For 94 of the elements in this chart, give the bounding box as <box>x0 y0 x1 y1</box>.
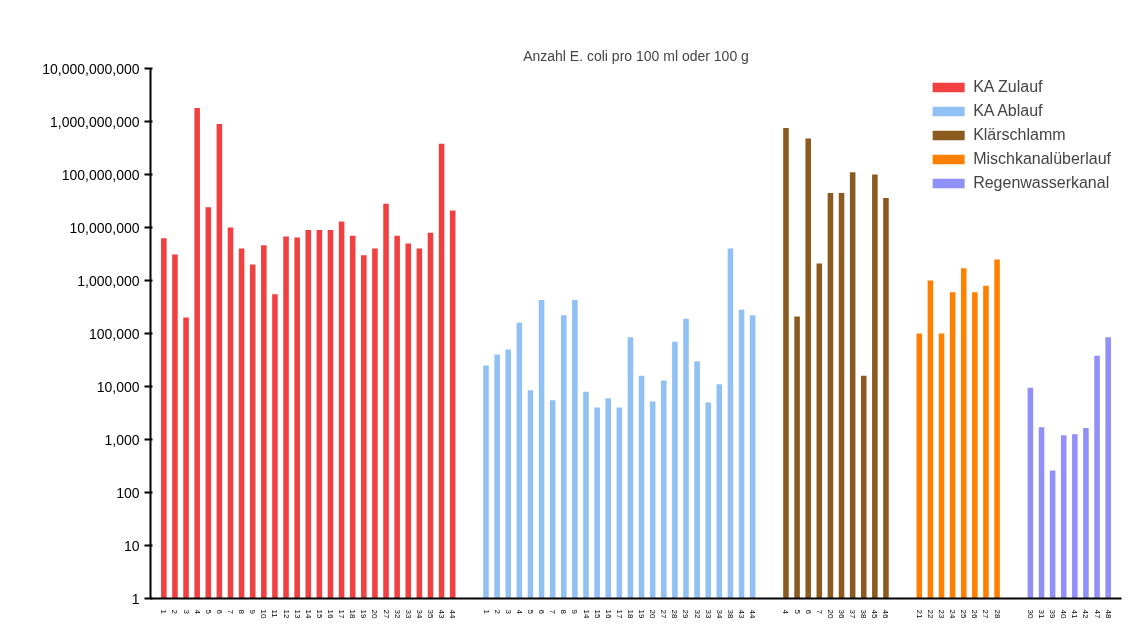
y-tick-label: 1,000 <box>104 431 140 448</box>
x-tick-label: 14 <box>303 609 313 619</box>
legend-label: KA Zulauf <box>973 78 1043 96</box>
x-tick-label: 1 <box>159 609 169 615</box>
legend-label: Mischkanalüberlauf <box>973 150 1111 168</box>
x-tick-label: 16 <box>603 609 613 619</box>
x-tick-label: 6 <box>537 609 547 615</box>
x-tick-label: 46 <box>881 609 891 619</box>
x-tick-label: 5 <box>203 609 213 615</box>
x-tick-label: 20 <box>825 609 835 619</box>
x-tick-label: 12 <box>281 609 291 619</box>
x-tick-label: 38 <box>725 609 735 619</box>
y-tick-label: 100,000 <box>88 325 140 342</box>
x-tick-label: 28 <box>670 609 680 619</box>
x-tick-label: 15 <box>592 609 602 619</box>
x-tick-label: 16 <box>325 609 335 619</box>
x-tick-label: 41 <box>1070 609 1080 619</box>
legend-label: Regenwasserkanal <box>973 174 1110 192</box>
x-tick-label: 11 <box>270 609 280 619</box>
x-tick-label: 33 <box>703 609 713 619</box>
x-tick-label: 3 <box>503 609 513 615</box>
y-tick-label: 10,000,000,000 <box>42 60 140 77</box>
x-tick-label: 32 <box>392 609 402 619</box>
x-tick-label: 7 <box>225 609 235 615</box>
x-tick-label: 9 <box>570 609 580 615</box>
x-tick-label: 8 <box>237 609 247 615</box>
x-tick-label: 17 <box>337 609 347 619</box>
x-tick-label: 4 <box>514 609 524 615</box>
x-tick-label: 36 <box>837 609 847 619</box>
chart-title: Anzahl E. coli pro 100 ml oder 100 g <box>523 47 749 64</box>
x-tick-label: 22 <box>925 609 935 619</box>
x-tick-label: 7 <box>814 609 824 615</box>
x-tick-label: 9 <box>248 609 258 615</box>
x-tick-label: 30 <box>1025 609 1035 619</box>
x-tick-label: 24 <box>948 609 958 619</box>
x-tick-label: 32 <box>692 609 702 619</box>
x-tick-label: 20 <box>648 609 658 619</box>
x-tick-label: 39 <box>1048 609 1058 619</box>
x-tick-label: 6 <box>803 609 813 615</box>
x-tick-label: 35 <box>425 609 435 619</box>
x-tick-label: 43 <box>437 609 447 619</box>
y-tick-label: 100 <box>116 484 140 501</box>
x-tick-label: 13 <box>292 609 302 619</box>
x-tick-label: 15 <box>314 609 324 619</box>
x-tick-label: 34 <box>414 609 424 619</box>
x-tick-label: 5 <box>792 609 802 615</box>
y-tick-label: 10,000 <box>96 378 140 395</box>
x-tick-label: 4 <box>781 609 791 615</box>
x-tick-label: 33 <box>403 609 413 619</box>
x-tick-label: 26 <box>970 609 980 619</box>
x-tick-label: 14 <box>581 609 591 619</box>
y-tick-label: 1,000,000,000 <box>49 113 140 130</box>
x-tick-label: 38 <box>859 609 869 619</box>
x-tick-label: 19 <box>359 609 369 619</box>
x-tick-label: 27 <box>981 609 991 619</box>
x-tick-label: 6 <box>214 609 224 615</box>
x-tick-label: 5 <box>525 609 535 615</box>
x-tick-label: 8 <box>559 609 569 615</box>
x-tick-label: 7 <box>548 609 558 615</box>
y-tick-label: 10 <box>123 537 140 554</box>
legend-label: Klärschlamm <box>973 126 1066 144</box>
x-tick-label: 37 <box>848 609 858 619</box>
x-tick-label: 4 <box>192 609 202 615</box>
x-tick-label: 18 <box>625 609 635 619</box>
x-tick-label: 23 <box>937 609 947 619</box>
x-tick-label: 47 <box>1092 609 1102 619</box>
x-tick-label: 44 <box>748 609 758 619</box>
y-tick-label: 10,000,000 <box>69 219 140 236</box>
legend-label: KA Ablauf <box>973 102 1043 120</box>
x-tick-label: 40 <box>1059 609 1069 619</box>
x-tick-label: 44 <box>448 609 458 619</box>
x-tick-label: 48 <box>1103 609 1113 619</box>
x-tick-label: 1 <box>481 609 491 615</box>
x-tick-label: 19 <box>637 609 647 619</box>
x-tick-label: 29 <box>681 609 691 619</box>
x-tick-label: 42 <box>1081 609 1091 619</box>
x-tick-label: 20 <box>370 609 380 619</box>
x-tick-label: 2 <box>170 609 180 615</box>
y-tick-label: 1,000,000 <box>77 272 140 289</box>
x-tick-label: 43 <box>737 609 747 619</box>
x-tick-label: 27 <box>381 609 391 619</box>
y-tick-label: 100,000,000 <box>61 166 140 183</box>
x-tick-label: 21 <box>914 609 924 619</box>
x-tick-label: 34 <box>714 609 724 619</box>
x-tick-label: 3 <box>181 609 191 615</box>
x-tick-label: 10 <box>259 609 269 619</box>
x-tick-label: 45 <box>870 609 880 619</box>
x-tick-label: 31 <box>1037 609 1047 619</box>
x-tick-label: 18 <box>348 609 358 619</box>
x-tick-label: 2 <box>492 609 502 615</box>
x-tick-label: 25 <box>959 609 969 619</box>
x-tick-label: 17 <box>614 609 624 619</box>
x-tick-label: 27 <box>659 609 669 619</box>
x-tick-label: 28 <box>992 609 1002 619</box>
